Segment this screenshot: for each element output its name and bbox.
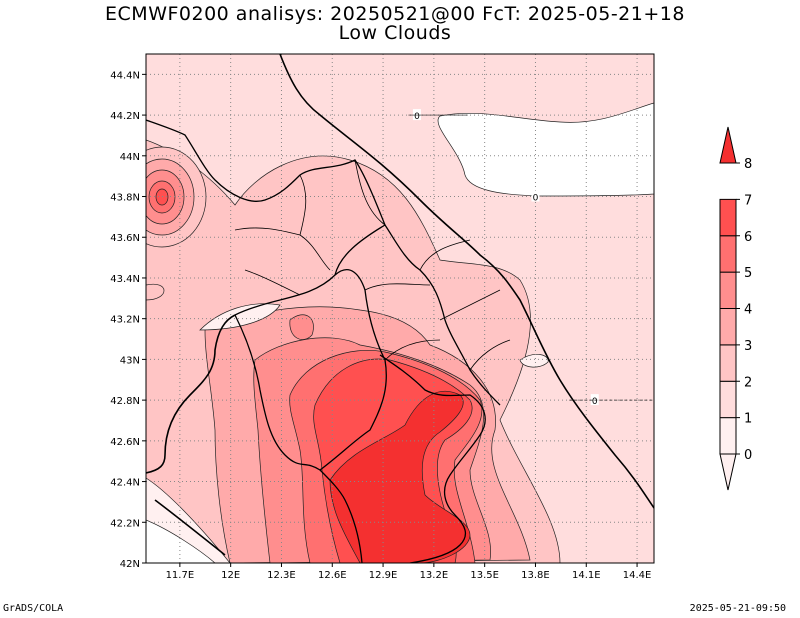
x-tick-label: 14.1E — [572, 570, 601, 581]
x-tick-label: 12E — [221, 570, 240, 581]
region-border-abruzzo — [379, 354, 486, 563]
map-plot-area: 0 0 0 — [145, 53, 655, 564]
clear-area-northeast — [437, 102, 654, 197]
contour-fill-level-1-north — [199, 303, 281, 331]
chart-title-line1: ECMWF0200 analisys: 20250521@00 FcT: 202… — [105, 3, 685, 25]
coastline-west — [146, 314, 236, 474]
colorbar-label: 2 — [744, 375, 752, 390]
y-tick-label: 42N — [120, 559, 140, 570]
y-tick-label: 44.4N — [110, 70, 140, 81]
colorbar-label: 1 — [744, 412, 752, 427]
colorbar-label: 3 — [744, 339, 752, 354]
contour-label-bg — [531, 190, 540, 202]
y-tick-label: 42.2N — [110, 518, 140, 529]
colorbar-label: 6 — [744, 230, 752, 245]
colorbar-segment — [719, 308, 737, 346]
x-tick-label: 12.9E — [369, 570, 398, 581]
colorbar-top-arrow — [719, 126, 737, 164]
colorbar-segment — [719, 380, 737, 419]
y-tick-label: 43.4N — [110, 274, 140, 285]
y-tick-label: 43.6N — [110, 233, 140, 244]
x-tick-label: 11.7E — [166, 570, 195, 581]
colorbar: 0 1 2 3 4 5 6 7 8 — [719, 126, 752, 491]
y-tick-label: 43.8N — [110, 193, 140, 204]
x-tick-label: 14.4E — [623, 570, 652, 581]
colorbar-bottom-arrow — [719, 453, 737, 491]
contour-label-bg — [412, 109, 421, 121]
plot-frame — [145, 53, 655, 564]
y-tick-label: 44N — [120, 152, 140, 163]
contour-labels: 0 0 0 — [408, 109, 654, 407]
x-tick-label: 13.8E — [521, 570, 550, 581]
colorbar-label: 5 — [744, 266, 752, 281]
y-tick-label: 43.2N — [110, 315, 140, 326]
coastline — [279, 54, 654, 509]
y-tick-label: 42.4N — [110, 478, 140, 489]
contour-fill-level-1-east — [519, 354, 549, 368]
northwest-maximum — [146, 146, 207, 248]
x-tick-label: 12.6E — [318, 570, 347, 581]
y-tick-label: 42.6N — [110, 437, 140, 448]
contour-label: 0 — [414, 112, 420, 122]
boundaries-layer — [146, 54, 654, 563]
colorbar-segment — [719, 198, 737, 237]
colorbar-label: 8 — [744, 157, 752, 172]
region-border-lazio — [319, 469, 363, 563]
x-tick-label: 12.3E — [267, 570, 296, 581]
colorbar-segment — [719, 235, 737, 273]
contour-fill-level-4-small — [289, 314, 314, 340]
province-borders — [234, 159, 511, 371]
contour-label: 0 — [592, 397, 598, 407]
x-axis-ticks: 11.7E 12E 12.3E 12.6E 12.9E 13.2E 13.5E 13.8E 14… — [166, 563, 652, 581]
footer-timestamp: 2025-05-21-09:50 — [689, 603, 786, 614]
region-border-umbria — [234, 269, 387, 471]
x-tick-label: 13.5E — [470, 570, 499, 581]
contour-label: 0 — [533, 194, 539, 204]
colorbar-label: 4 — [744, 303, 752, 318]
colorbar-segment — [719, 417, 737, 455]
y-tick-label: 43N — [120, 355, 140, 366]
y-tick-label: 44.2N — [110, 111, 140, 122]
y-axis-ticks: 42N 42.2N 42.4N 42.6N 42.8N 43N 43.2N 43.4N 43.6… — [110, 70, 146, 570]
chart-title-line2: Low Clouds — [338, 22, 452, 44]
x-tick-label: 13.2E — [420, 570, 449, 581]
colorbar-segment — [719, 271, 737, 309]
colorbar-label: 0 — [744, 448, 752, 463]
contour-label-bg — [590, 394, 599, 406]
region-border-tuscany — [146, 119, 386, 316]
y-tick-label: 42.8N — [110, 396, 140, 407]
colorbar-segment — [719, 344, 737, 382]
colorbar-label: 7 — [744, 193, 752, 208]
footer-software-label: GrADS/COLA — [3, 603, 64, 614]
coastline-southwest — [154, 499, 226, 556]
region-border-marche — [384, 224, 501, 406]
